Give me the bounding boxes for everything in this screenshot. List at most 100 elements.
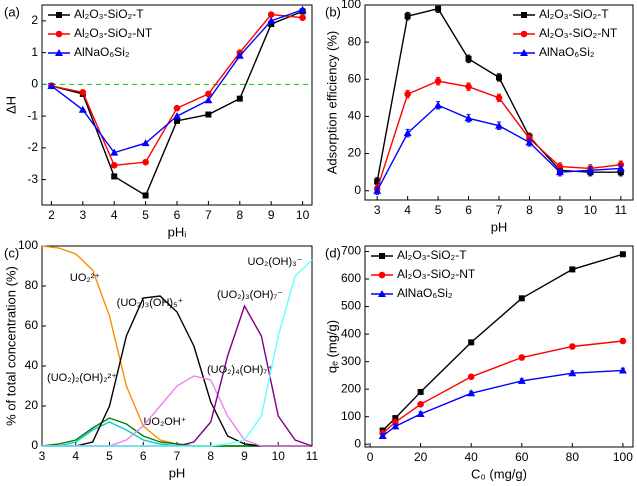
legend-marker [55, 49, 63, 56]
x-tick-label: 60 [515, 450, 529, 464]
series-label: (UO₂)₃(OH)₇⁻ [217, 289, 283, 301]
x-tick-label: 10 [272, 449, 286, 463]
y-tick-label: 0 [354, 436, 361, 450]
marker [619, 337, 627, 345]
panel: 3 4 5 6 7 8 9 10 11 0 20 40 60 80 100 pH % of total conc… [3, 238, 318, 480]
x-tick-label: 6 [140, 449, 147, 463]
marker [465, 55, 472, 62]
x-tick-label: 3 [374, 203, 381, 217]
x-tick-label: 3 [39, 449, 46, 463]
y-tick-label: 700 [341, 244, 361, 258]
marker [619, 251, 626, 258]
y-tick-label: 80 [25, 278, 39, 292]
legend-marker [378, 290, 386, 297]
legend-label: Al₂O₃-SiO₂-NT [539, 26, 618, 40]
marker [434, 101, 443, 109]
y-tick-label: 0 [31, 77, 38, 91]
x-tick-label: 5 [435, 203, 442, 217]
series-line [382, 340, 623, 434]
marker [467, 389, 476, 397]
marker [142, 158, 149, 166]
y-axis-title: % of total concentration (%) [3, 266, 18, 426]
series-label: UO₂²⁺ [70, 272, 100, 284]
x-axis-title: pH [491, 219, 508, 234]
x-axis-title: pH [169, 465, 186, 480]
y-tick-label: 500 [341, 299, 361, 313]
x-tick-label: 7 [205, 208, 212, 222]
x-tick-label: 8 [526, 203, 533, 217]
marker [518, 295, 525, 302]
marker [465, 83, 472, 91]
marker [616, 164, 625, 172]
marker [299, 14, 306, 21]
marker [141, 139, 150, 147]
legend-marker [56, 12, 62, 18]
x-axis-title: pHᵢ [168, 224, 187, 239]
legend-label: Al₂O₃-SiO₂-NT [74, 26, 153, 40]
x-tick-label: 6 [465, 203, 472, 217]
x-tick-label: 10 [584, 203, 598, 217]
marker [47, 81, 56, 89]
marker [518, 354, 526, 361]
x-tick-label: 8 [236, 208, 243, 222]
marker [435, 5, 442, 12]
x-tick-label: 7 [496, 203, 503, 217]
x-tick-label: 9 [241, 449, 248, 463]
series-label: (UO₂)₂(OH)₂²⁺ [47, 372, 117, 384]
y-axis-title: Adsorption efficiency (%) [324, 31, 339, 175]
marker [417, 388, 424, 395]
marker [569, 343, 576, 350]
legend-marker [55, 30, 63, 38]
x-tick-label: 10 [296, 208, 310, 222]
x-tick-label: 5 [142, 208, 149, 222]
x-tick-label: 40 [465, 450, 479, 464]
x-tick-label: 100 [613, 450, 633, 464]
y-tick-label: 1 [31, 45, 38, 59]
marker [416, 409, 425, 417]
y-axis-title: qₑ (mg/g) [324, 320, 339, 373]
marker [142, 192, 149, 199]
x-tick-label: 9 [557, 203, 564, 217]
series-label: (UO₂)₄(OH)₇⁺ [207, 364, 273, 376]
marker [392, 415, 399, 422]
panel-label: (d) [325, 245, 341, 260]
x-tick-label: 8 [207, 449, 214, 463]
y-tick-label: -3 [27, 172, 38, 186]
marker [173, 104, 181, 112]
marker [434, 77, 442, 85]
x-tick-label: 11 [615, 203, 628, 217]
marker [205, 111, 212, 118]
panel: 0 20 40 60 80 100 0 100 200 300 400 500 600 700 C₀ (mg… [324, 244, 634, 481]
marker [267, 16, 276, 24]
y-tick-label: 200 [341, 381, 361, 395]
marker [586, 166, 595, 174]
marker [404, 13, 411, 20]
marker [79, 89, 87, 96]
marker [268, 21, 275, 28]
marker [495, 121, 503, 129]
marker [110, 162, 118, 169]
x-tick-label: 3 [79, 208, 86, 222]
marker [464, 114, 473, 122]
marker [555, 168, 564, 176]
marker [467, 373, 475, 381]
marker [495, 94, 503, 102]
marker [568, 369, 577, 377]
y-tick-label: -1 [27, 108, 38, 122]
legend-label: Al₂O₃-SiO₂-NT [397, 267, 476, 281]
y-tick-label: 100 [341, 0, 361, 11]
marker [110, 148, 119, 156]
series-label: (UO₂)₃(OH)₅⁺ [117, 297, 184, 309]
y-tick-label: 60 [348, 71, 362, 85]
legend-label: Al₂O₃-SiO₂-T [74, 7, 144, 21]
x-tick-label: 7 [174, 449, 181, 463]
x-tick-label: 6 [174, 208, 181, 222]
legend-label: AlNaO₆Si₂ [397, 286, 453, 300]
marker [205, 90, 212, 98]
y-axis-title: ΔH [3, 96, 18, 114]
legend-marker [520, 49, 528, 56]
marker [391, 422, 400, 430]
y-tick-label: 2 [31, 13, 38, 27]
x-tick-label: 4 [72, 449, 79, 463]
